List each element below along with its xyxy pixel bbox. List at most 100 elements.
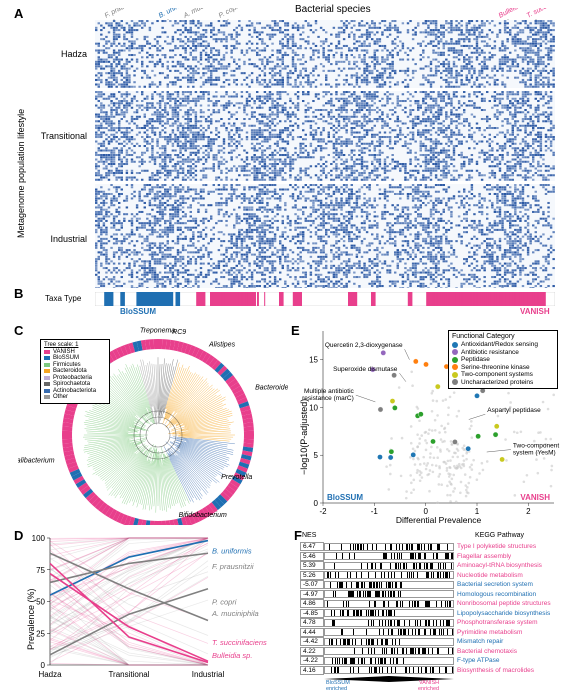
nes-value: -4.42: [300, 637, 324, 646]
kegg-barcode: [324, 571, 454, 579]
kegg-barcode: [324, 647, 454, 655]
kegg-barcode: [324, 628, 454, 636]
nes-value: -4.97: [300, 590, 324, 599]
kegg-barcode: [324, 543, 454, 551]
kegg-row: -4.42 Mismatch repair: [300, 637, 558, 647]
kegg-row: 4.16 Biosynthesis of macrolides: [300, 666, 558, 676]
legend-item: BloSSUM: [44, 355, 106, 361]
legend-item: Other: [44, 394, 106, 400]
legend-item: VANISH: [44, 349, 106, 355]
nes-value: 5.39: [300, 561, 324, 570]
kegg-pathway: Aminoacyl-tRNA biosynthesis: [454, 562, 554, 569]
kegg-pathway: Lipopolysaccharide biosynthesis: [454, 610, 554, 617]
legend-item: Two-component systems: [452, 371, 554, 378]
vanish-label: VANISH: [520, 307, 550, 316]
legend-item: Antibiotic resistance: [452, 349, 554, 356]
panel-e-label: E: [291, 323, 300, 338]
tree-scale-label: Tree scale: 1: [44, 342, 106, 348]
kegg-barcode: [324, 666, 454, 674]
panel-f-label: F: [294, 528, 302, 543]
panel-e-ylabel: −log10(P-adjusted): [299, 399, 309, 475]
kegg-pathway: Biosynthesis of macrolides: [454, 667, 554, 674]
legend-item: Spirochaetota: [44, 381, 106, 387]
kegg-row: 5.46 Flagellar assembly: [300, 552, 558, 562]
kegg-row: -5.07 Bacterial secretion system: [300, 580, 558, 590]
kegg-row: -4.22 F-type ATPase: [300, 656, 558, 666]
panel-e: E −log10(P-adjusted) -2-1012051015Querce…: [295, 325, 560, 525]
kegg-row: -4.85 Lipopolysaccharide biosynthesis: [300, 609, 558, 619]
kegg-row: 4.78 Phosphotransferase system: [300, 618, 558, 628]
kegg-barcode: [324, 619, 454, 627]
nes-value: 4.44: [300, 628, 324, 637]
kegg-row: 4.22 Bacterial chemotaxis: [300, 647, 558, 657]
kegg-row: 4.86 Nonribosomal peptide structures: [300, 599, 558, 609]
kegg-pathway: Phosphotransferase system: [454, 619, 554, 626]
svg-text:P. copri: P. copri: [218, 8, 242, 20]
prevalence-plot: 0255075100HadzaTransitionalIndustrialB. …: [18, 530, 278, 685]
func-legend: Functional Category Antioxidant/Redox se…: [448, 330, 558, 389]
kegg-pathway: Nonribosomal peptide structures: [454, 600, 554, 607]
kegg-pathway: Nucleotide metabolism: [454, 572, 554, 579]
kegg-barcode: [324, 562, 454, 570]
path-head: KEGG Pathway: [475, 532, 524, 539]
nes-value: 4.16: [300, 666, 324, 675]
panel-a-ylabel: Metagenome population lifestyle: [16, 38, 26, 238]
nes-value: -4.22: [300, 656, 324, 665]
legend-item: Peptidase: [452, 356, 554, 363]
blossum-label: BloSSUM: [120, 307, 156, 316]
nes-value: -5.07: [300, 580, 324, 589]
kegg-pathway: Bacterial secretion system: [454, 581, 554, 588]
kegg-barcode: [324, 552, 454, 560]
kegg-barcode: [324, 600, 454, 608]
panel-b-label: B: [14, 286, 23, 301]
kegg-table: 6.47 Type I polyketide structures 5.46 F…: [300, 542, 558, 690]
kegg-pathway: Type I polyketide structures: [454, 543, 554, 550]
svg-text:Hadza: Hadza: [61, 49, 87, 59]
taxa-bar: [95, 292, 555, 306]
func-legend-title: Functional Category: [452, 333, 554, 340]
kegg-pathway: Pyrimidine metabolism: [454, 629, 554, 636]
legend-item: Uncharacterized proteins: [452, 379, 554, 386]
kegg-row: -4.97 Homologous recombination: [300, 590, 558, 600]
kegg-row: 5.39 Aminoacyl-tRNA biosynthesis: [300, 561, 558, 571]
nes-value: 4.86: [300, 599, 324, 608]
nes-value: 5.46: [300, 552, 324, 561]
panel-c-label: C: [14, 323, 23, 338]
nes-value: 4.22: [300, 647, 324, 656]
kegg-row: 4.44 Pyrimidine metabolism: [300, 628, 558, 638]
kegg-barcode: [324, 581, 454, 589]
panel-f: F NES KEGG Pathway 6.47 Type I polyketid…: [300, 530, 560, 685]
panel-d-ylabel: Prevalence (%): [26, 588, 36, 650]
kegg-pathway: Bacterial chemotaxis: [454, 648, 554, 655]
kegg-pathway: Flagellar assembly: [454, 553, 554, 560]
panel-d: D Prevalence (%) 0255075100HadzaTransiti…: [18, 530, 278, 685]
legend-item: Antioxidant/Redox sensing: [452, 341, 554, 348]
panel-a-label: A: [14, 6, 23, 21]
kegg-barcode: [324, 638, 454, 646]
taxa-type-label: Taxa Type: [45, 294, 81, 303]
panel-a: A Bacterial species Metagenome populatio…: [30, 8, 560, 288]
kegg-barcode: [324, 657, 454, 665]
panel-d-label: D: [14, 528, 23, 543]
nes-head: NES: [302, 532, 316, 539]
svg-text:T. succinifaciens: T. succinifaciens: [526, 8, 560, 20]
nes-value: -4.85: [300, 609, 324, 618]
heatmap-a: F. prausnitziiB. uniformisA. muciniphila…: [30, 8, 560, 288]
kegg-row: 6.47 Type I polyketide structures: [300, 542, 558, 552]
legend-item: Firmicutes: [44, 362, 106, 368]
legend-item: Bacteroidota: [44, 368, 106, 374]
kegg-pathway: Homologous recombination: [454, 591, 554, 598]
legend-item: Actinobacteriota: [44, 388, 106, 394]
nes-value: 4.78: [300, 618, 324, 627]
panel-b: B Taxa Type BloSSUM VANISH: [30, 290, 560, 315]
nes-value: 5.26: [300, 571, 324, 580]
kegg-row: 5.26 Nucleotide metabolism: [300, 571, 558, 581]
kegg-pathway: Mismatch repair: [454, 638, 554, 645]
kegg-pathway: F-type ATPase: [454, 657, 554, 664]
panel-c: C TreponemaRC9AlistipesBacteroidesPrevot…: [18, 325, 288, 525]
nes-value: 6.47: [300, 542, 324, 551]
legend-item: Proteobacteria: [44, 375, 106, 381]
kegg-barcode: [324, 609, 454, 617]
legend-item: Serine-threonine kinase: [452, 364, 554, 371]
kegg-barcode: [324, 590, 454, 598]
